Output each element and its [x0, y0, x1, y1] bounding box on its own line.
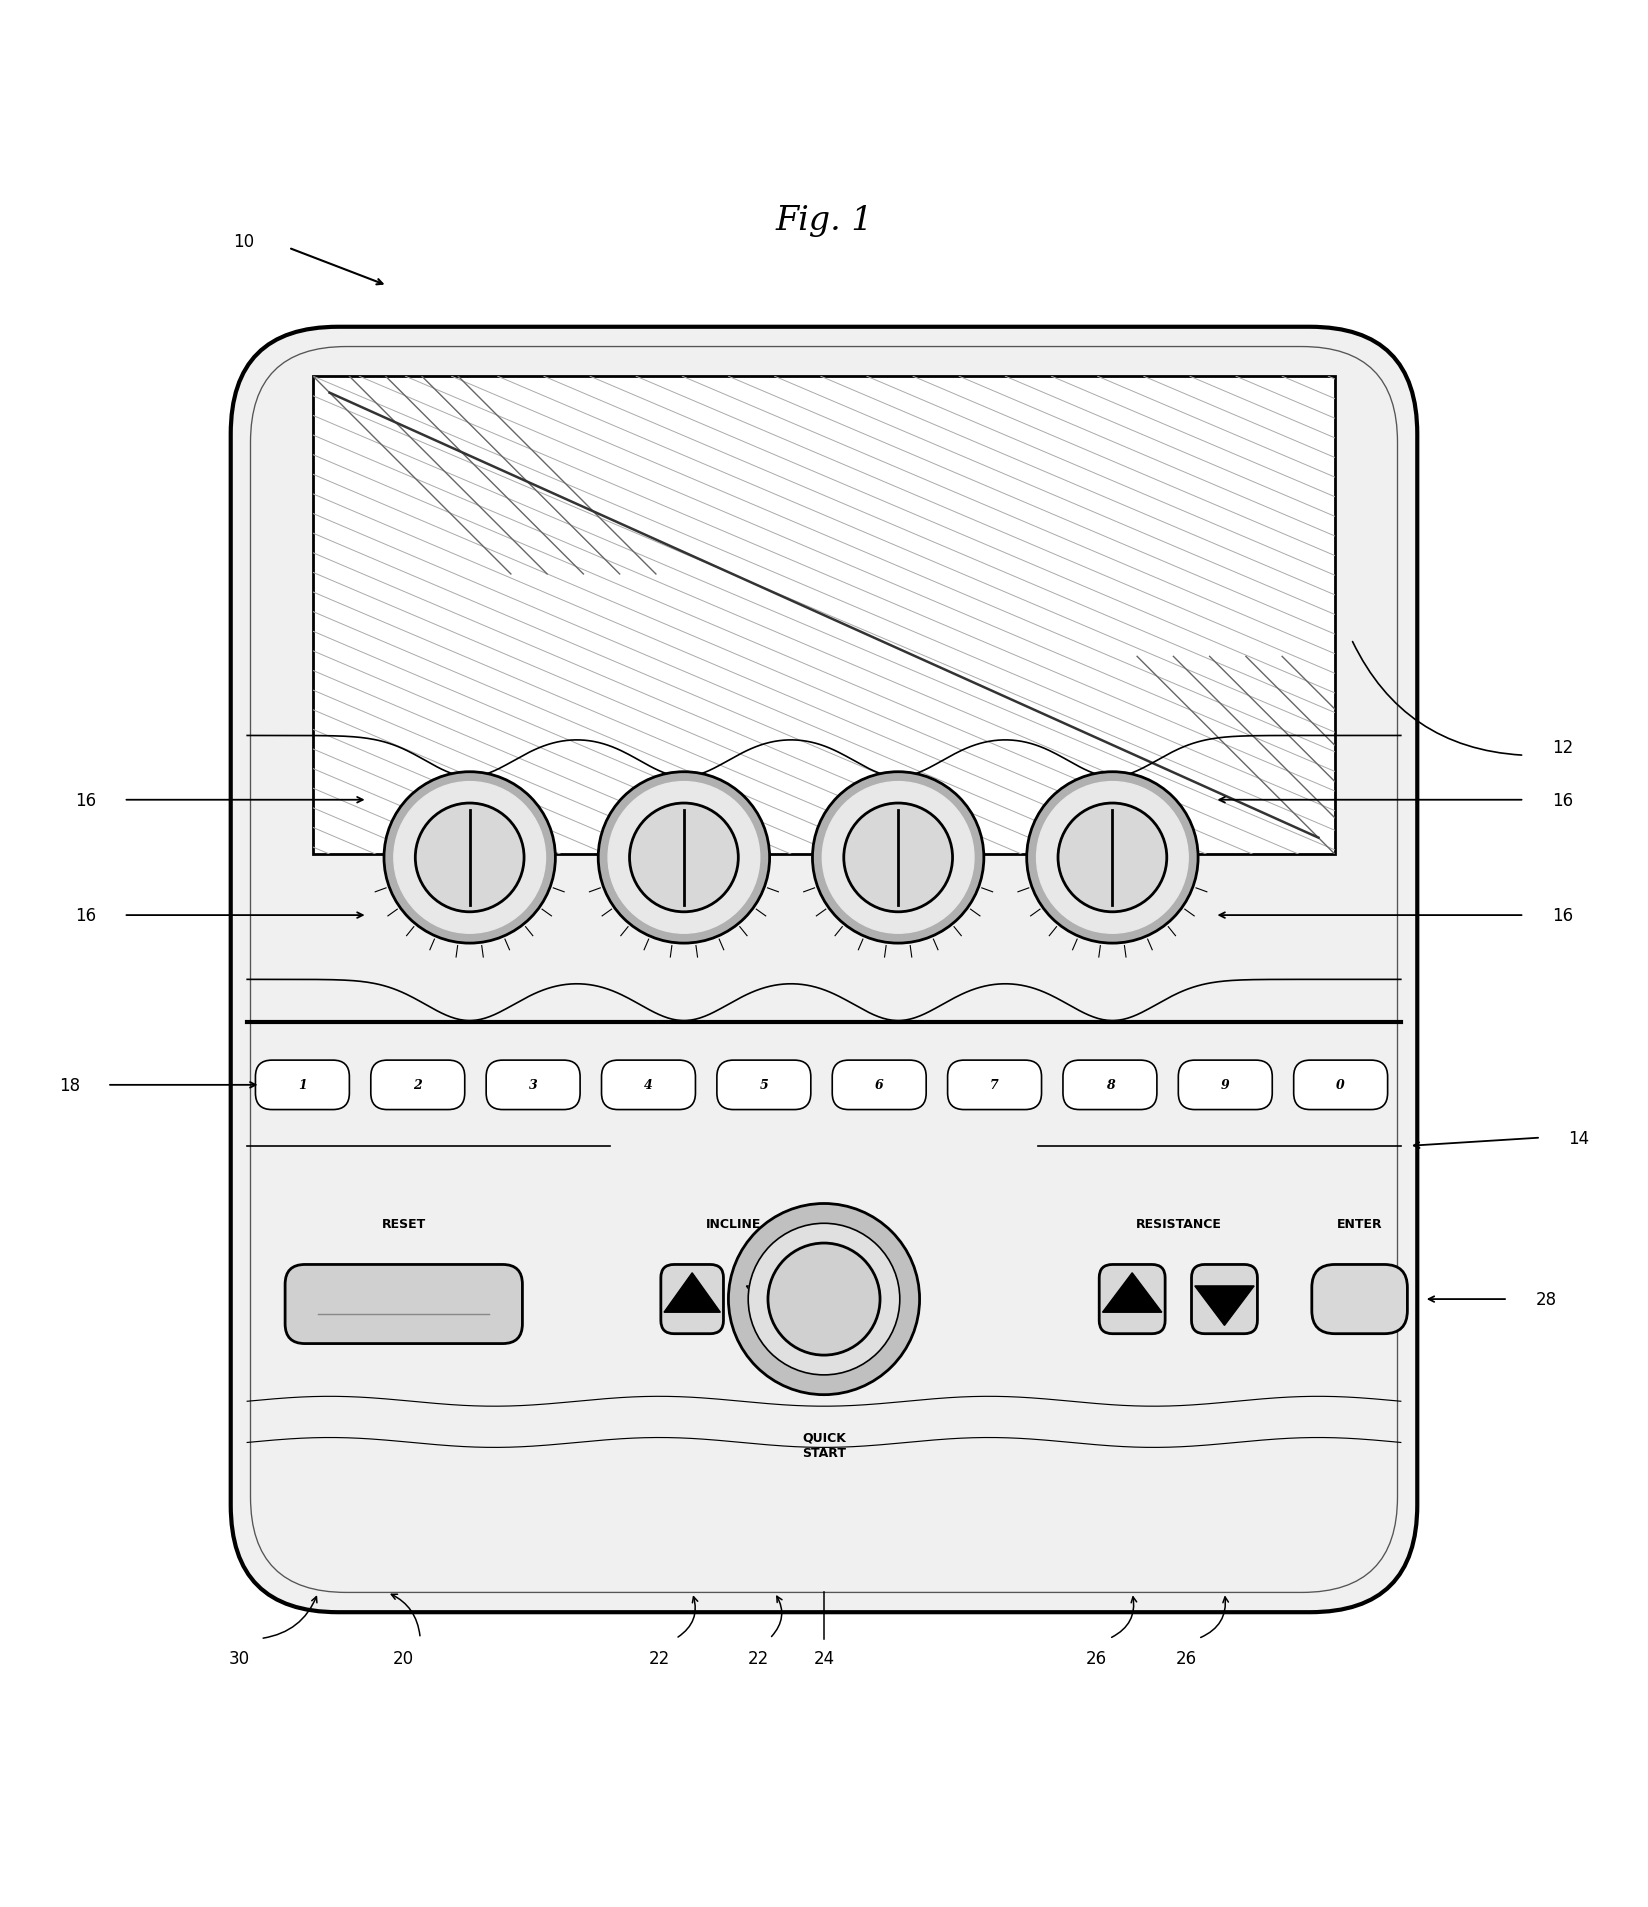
Text: 18: 18 — [59, 1076, 79, 1095]
Text: ENTER: ENTER — [1337, 1217, 1383, 1230]
Text: INCLINE: INCLINE — [705, 1217, 761, 1230]
Text: 4: 4 — [644, 1079, 653, 1093]
Text: RESISTANCE: RESISTANCE — [1135, 1217, 1221, 1230]
Text: 30: 30 — [229, 1650, 249, 1667]
Circle shape — [384, 772, 555, 944]
Text: 6: 6 — [875, 1079, 883, 1093]
Bar — [313, 378, 1335, 854]
Text: QUICK
START: QUICK START — [803, 1430, 845, 1459]
Text: 16: 16 — [76, 791, 96, 809]
Circle shape — [630, 803, 738, 912]
Text: 2: 2 — [414, 1079, 422, 1093]
FancyBboxPatch shape — [1192, 1264, 1257, 1335]
Text: 28: 28 — [1536, 1291, 1556, 1308]
Text: Fig. 1: Fig. 1 — [775, 204, 873, 236]
Text: 20: 20 — [394, 1650, 414, 1667]
Circle shape — [748, 1224, 900, 1375]
Text: 9: 9 — [1221, 1079, 1229, 1093]
Text: 16: 16 — [1552, 791, 1572, 809]
FancyBboxPatch shape — [231, 328, 1417, 1611]
Text: 26: 26 — [1177, 1650, 1196, 1667]
FancyBboxPatch shape — [371, 1060, 465, 1110]
Text: 10: 10 — [234, 233, 254, 252]
Text: 22: 22 — [748, 1650, 768, 1667]
Circle shape — [608, 782, 760, 934]
FancyBboxPatch shape — [948, 1060, 1042, 1110]
Circle shape — [812, 772, 984, 944]
Text: 0: 0 — [1337, 1079, 1345, 1093]
FancyBboxPatch shape — [1178, 1060, 1272, 1110]
Text: 8: 8 — [1106, 1079, 1114, 1093]
FancyBboxPatch shape — [661, 1264, 723, 1335]
FancyBboxPatch shape — [1294, 1060, 1388, 1110]
Bar — [313, 378, 1335, 854]
Polygon shape — [1103, 1274, 1162, 1312]
Circle shape — [768, 1243, 880, 1356]
Text: 7: 7 — [990, 1079, 999, 1093]
FancyBboxPatch shape — [602, 1060, 695, 1110]
Circle shape — [822, 782, 974, 934]
FancyBboxPatch shape — [1063, 1060, 1157, 1110]
Text: 1: 1 — [298, 1079, 307, 1093]
Circle shape — [1037, 782, 1188, 934]
FancyBboxPatch shape — [717, 1060, 811, 1110]
Text: 14: 14 — [1569, 1129, 1589, 1146]
Polygon shape — [747, 1285, 803, 1325]
Circle shape — [728, 1203, 920, 1394]
Text: 3: 3 — [529, 1079, 537, 1093]
Text: 16: 16 — [1552, 906, 1572, 925]
Text: 5: 5 — [760, 1079, 768, 1093]
FancyBboxPatch shape — [285, 1264, 522, 1344]
Circle shape — [1058, 803, 1167, 912]
FancyBboxPatch shape — [1099, 1264, 1165, 1335]
Bar — [313, 378, 1335, 854]
Circle shape — [415, 803, 524, 912]
Text: 12: 12 — [1552, 738, 1572, 757]
FancyBboxPatch shape — [486, 1060, 580, 1110]
Text: 22: 22 — [649, 1650, 669, 1667]
Circle shape — [598, 772, 770, 944]
FancyBboxPatch shape — [255, 1060, 349, 1110]
FancyBboxPatch shape — [1312, 1264, 1407, 1335]
Text: 16: 16 — [76, 906, 96, 925]
Text: RESET: RESET — [382, 1217, 425, 1230]
Text: 24: 24 — [814, 1650, 834, 1667]
Polygon shape — [664, 1274, 720, 1312]
Circle shape — [1027, 772, 1198, 944]
FancyBboxPatch shape — [832, 1060, 926, 1110]
Circle shape — [394, 782, 545, 934]
Bar — [313, 378, 1335, 854]
Text: 26: 26 — [1086, 1650, 1106, 1667]
Polygon shape — [1195, 1285, 1254, 1325]
FancyBboxPatch shape — [743, 1264, 806, 1335]
Circle shape — [844, 803, 953, 912]
